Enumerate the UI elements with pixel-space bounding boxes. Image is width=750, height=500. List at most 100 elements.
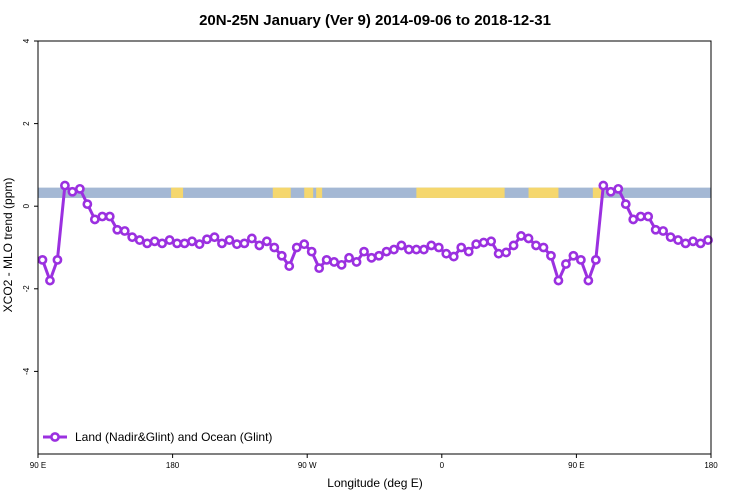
data-point [67,186,78,197]
data-point [433,242,444,253]
data-point [329,257,340,267]
legend-marker [50,432,60,442]
data-point [665,232,676,243]
data-point [463,246,474,257]
data-point [628,214,639,225]
data-point [359,246,369,257]
data-point [403,244,414,255]
data-point [538,242,549,253]
land-segment [528,187,559,198]
data-point [568,250,579,261]
data-point [284,261,295,271]
data-point [134,235,145,245]
data-point [202,234,212,245]
data-point [112,224,123,235]
data-point [291,242,302,253]
data-point [516,231,526,241]
data-point [531,240,541,251]
data-point [164,235,175,245]
y-tick-label: 4 [22,38,31,43]
data-point [187,236,197,247]
y-tick-label: 0 [22,203,31,208]
data-point [321,254,332,265]
data-point [239,238,250,249]
data-point [89,214,100,225]
data-point [52,254,63,265]
ocean-band [38,187,711,198]
data-point [246,233,257,244]
data-point [97,211,108,222]
x-axis: 90 E 180 90 W 0 90 E 180 [30,454,718,470]
series-line [41,184,709,282]
data-point [620,199,631,210]
data-point [179,238,190,249]
data-point [703,235,713,245]
data-point [546,250,556,261]
chart-title: 20N-25N January (Ver 9) 2014-09-06 to 20… [199,12,551,29]
data-point [127,232,138,243]
data-point [104,211,115,222]
land-segment [171,187,184,198]
data-point [658,226,669,236]
data-point [441,248,452,259]
data-point [336,259,347,270]
data-point [194,239,205,250]
land-segment [304,187,314,198]
data-point [501,247,512,258]
y-axis-label: XCO2 - MLO trend (ppm) [1,178,15,313]
data-point [217,238,227,249]
data-point [448,251,459,262]
data-point [590,254,601,265]
data-point [695,238,706,249]
data-point [374,250,384,261]
data-point [635,211,646,222]
data-point [74,183,85,194]
y-tick-label: -2 [22,285,31,293]
land-segment [272,187,291,198]
data-point [508,240,519,251]
data-point [389,244,399,255]
data-point [276,250,287,261]
x-axis-label: Longitude (deg E) [327,476,422,490]
data-point [306,246,317,257]
data-point [314,263,325,274]
data-point [224,235,235,245]
data-point [418,244,429,255]
data-point [553,275,564,286]
data-point [351,257,362,267]
data-point [523,233,534,244]
data-point [381,246,392,257]
data-point [261,236,272,247]
data-point [478,237,489,248]
data-point [149,236,160,247]
land-segment [592,187,604,198]
data-point [598,180,609,191]
data-point [426,240,437,251]
data-point [82,199,93,210]
data-point [344,252,354,263]
data-point [157,238,168,249]
x-tick-label: 0 [440,461,445,470]
data-point [493,248,504,259]
data-point [583,275,594,286]
data-point [411,244,422,255]
data-point [680,238,691,249]
data-point [486,236,497,247]
data-point [456,242,467,253]
data-point [142,238,153,249]
data-point [254,240,265,251]
data-point [673,235,683,245]
data-point [172,238,182,249]
data-point [37,254,48,265]
data-point [605,186,616,197]
y-tick-label: -4 [22,367,31,375]
data-point [232,239,242,250]
data-point [45,275,55,286]
data-point [119,226,130,236]
plot-frame [37,40,712,455]
legend: Land (Nadir&Glint) and Ocean (Glint) [43,430,272,444]
data-point [269,242,280,253]
data-point [366,252,377,263]
legend-label: Land (Nadir&Glint) and Ocean (Glint) [75,430,272,444]
